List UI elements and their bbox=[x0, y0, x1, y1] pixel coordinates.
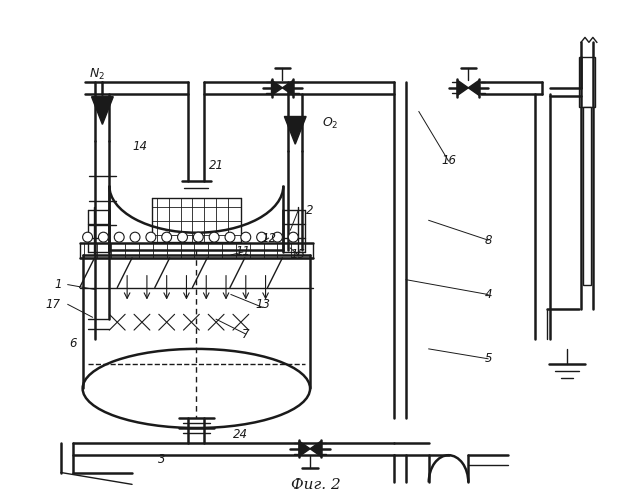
Text: 12: 12 bbox=[261, 232, 276, 244]
Circle shape bbox=[146, 232, 156, 242]
Circle shape bbox=[288, 232, 298, 242]
Text: 11: 11 bbox=[235, 246, 250, 258]
Text: 3: 3 bbox=[158, 453, 165, 466]
Polygon shape bbox=[272, 80, 282, 96]
Circle shape bbox=[115, 232, 124, 242]
Circle shape bbox=[272, 232, 282, 242]
Text: $N_2$: $N_2$ bbox=[89, 66, 106, 82]
Circle shape bbox=[225, 232, 235, 242]
Polygon shape bbox=[92, 96, 113, 124]
Circle shape bbox=[99, 232, 108, 242]
Bar bbox=[583, 106, 591, 284]
Text: $O_2$: $O_2$ bbox=[322, 116, 339, 131]
Text: 5: 5 bbox=[484, 352, 492, 366]
Text: 13: 13 bbox=[255, 298, 270, 311]
Polygon shape bbox=[458, 80, 468, 96]
Circle shape bbox=[130, 232, 140, 242]
Text: 2: 2 bbox=[306, 204, 314, 217]
Text: 8: 8 bbox=[484, 234, 492, 246]
Polygon shape bbox=[284, 116, 306, 144]
Circle shape bbox=[83, 232, 92, 242]
Polygon shape bbox=[282, 80, 293, 96]
Circle shape bbox=[209, 232, 219, 242]
Text: 21: 21 bbox=[209, 160, 223, 172]
Text: 17: 17 bbox=[46, 298, 61, 311]
Circle shape bbox=[194, 232, 203, 242]
Text: 24: 24 bbox=[234, 428, 248, 442]
Text: 4: 4 bbox=[484, 288, 492, 301]
Circle shape bbox=[241, 232, 251, 242]
Text: 14: 14 bbox=[132, 140, 147, 152]
Text: Фиг. 2: Фиг. 2 bbox=[291, 478, 341, 492]
Bar bbox=[579, 57, 595, 106]
Polygon shape bbox=[299, 441, 310, 456]
Text: 7: 7 bbox=[242, 328, 249, 340]
Circle shape bbox=[178, 232, 187, 242]
Text: 16: 16 bbox=[441, 154, 456, 168]
Circle shape bbox=[162, 232, 172, 242]
Text: 1: 1 bbox=[54, 278, 61, 291]
Polygon shape bbox=[310, 441, 321, 456]
Text: 15: 15 bbox=[291, 248, 306, 262]
Circle shape bbox=[256, 232, 266, 242]
Polygon shape bbox=[468, 80, 479, 96]
Ellipse shape bbox=[83, 349, 310, 428]
Text: 6: 6 bbox=[69, 338, 77, 350]
